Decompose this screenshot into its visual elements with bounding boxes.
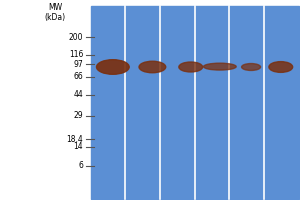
Text: 97: 97 <box>74 60 83 69</box>
Text: 29: 29 <box>74 111 83 120</box>
Ellipse shape <box>242 64 261 70</box>
Text: 200: 200 <box>69 33 83 42</box>
FancyBboxPatch shape <box>91 6 298 199</box>
Text: 66: 66 <box>74 72 83 81</box>
Ellipse shape <box>203 63 236 70</box>
Text: 6: 6 <box>78 161 83 170</box>
Text: 18.4: 18.4 <box>66 135 83 144</box>
Text: 14: 14 <box>74 142 83 151</box>
Text: 116: 116 <box>69 50 83 59</box>
Ellipse shape <box>269 62 293 72</box>
Ellipse shape <box>139 61 166 73</box>
Text: MW
(kDa): MW (kDa) <box>44 3 65 22</box>
Text: 44: 44 <box>74 90 83 99</box>
Ellipse shape <box>179 62 202 72</box>
Ellipse shape <box>97 60 129 74</box>
